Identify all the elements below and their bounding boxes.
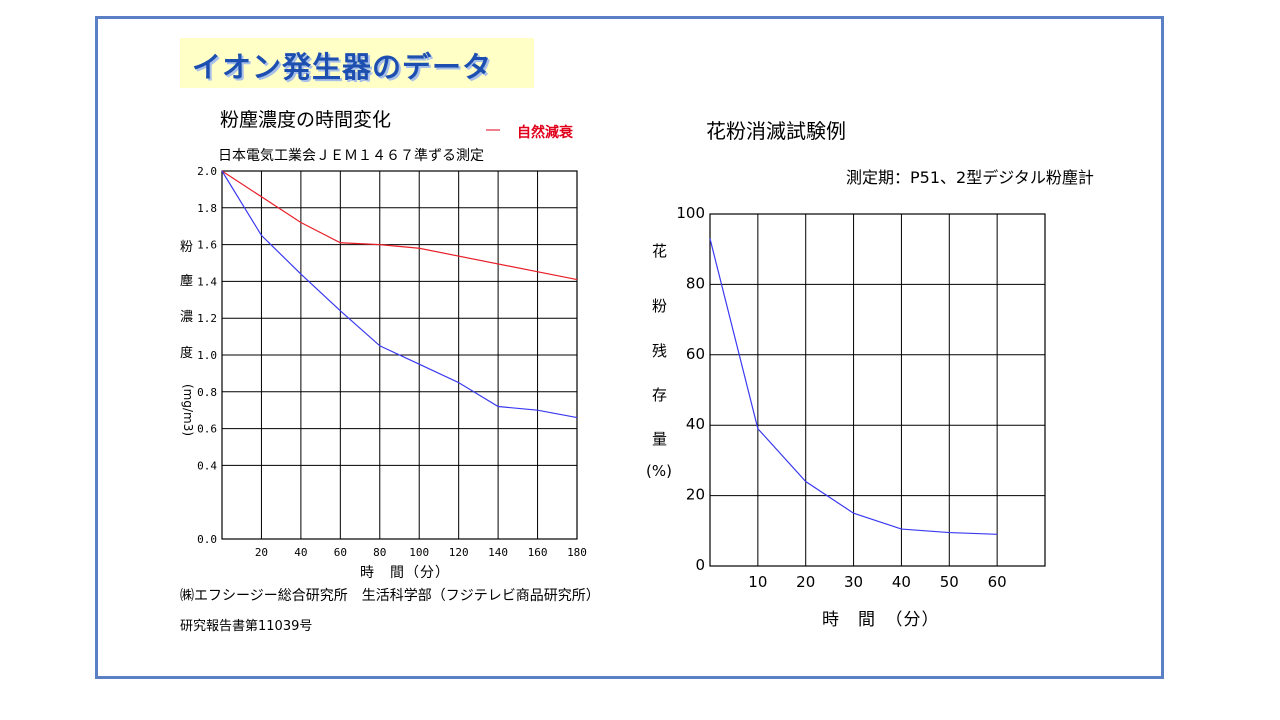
x-tick-label: 180 — [567, 546, 587, 559]
plot-area — [709, 213, 1046, 567]
y-tick-label: 0.4 — [197, 459, 217, 472]
plot-area — [221, 170, 578, 540]
y-tick-label: 0.0 — [197, 533, 217, 546]
x-tick-label: 120 — [449, 546, 469, 559]
title-box: イオン発生器のデータ — [180, 38, 534, 88]
right-ylabel-char: 花 — [652, 242, 668, 260]
x-tick-label: 60 — [334, 546, 347, 559]
x-tick-label: 50 — [940, 573, 959, 591]
left-ylabel-char: 塵 — [180, 274, 194, 289]
x-tick-label: 80 — [373, 546, 386, 559]
left-ylabel-char: 度 — [180, 346, 194, 361]
y-tick-label: 0.8 — [197, 386, 217, 399]
right-ylabel-char: 粉 — [652, 297, 668, 315]
left-chart-title: 粉塵濃度の時間変化 — [220, 109, 392, 131]
x-tick-label: 40 — [294, 546, 307, 559]
x-tick-label: 30 — [844, 573, 863, 591]
y-tick-label: 60 — [686, 345, 705, 363]
y-tick-label: 2.0 — [197, 165, 217, 178]
y-tick-label: 40 — [686, 415, 705, 433]
x-tick-label: 40 — [892, 573, 911, 591]
source-line-2: 研究報告書第11039号 — [180, 619, 313, 634]
x-tick-label: 20 — [255, 546, 268, 559]
legend-label: 自然減衰 — [517, 125, 573, 141]
page-title: イオン発生器のデータ — [192, 50, 493, 84]
left-chart-subtitle: 日本電気工業会ＪＥＭ１４６７準ずる測定 — [218, 148, 484, 164]
right-ylabel-unit: (%) — [646, 462, 672, 480]
y-tick-label: 1.2 — [197, 312, 217, 325]
x-tick-label: 60 — [988, 573, 1007, 591]
y-tick-label: 1.0 — [197, 349, 217, 362]
x-tick-label: 20 — [796, 573, 815, 591]
legend-swatch: ― — [486, 122, 500, 138]
right-ylabel-char: 量 — [652, 430, 668, 448]
x-tick-label: 160 — [528, 546, 548, 559]
x-tick-label: 140 — [488, 546, 508, 559]
right-chart-note: 測定期：P51、2型デジタル粉塵計 — [846, 168, 1094, 187]
y-tick-label: 1.4 — [197, 275, 217, 288]
right-xlabel: 時 間 （分） — [822, 610, 940, 630]
x-tick-label: 10 — [748, 573, 767, 591]
series-line — [221, 170, 578, 281]
y-tick-label: 100 — [676, 204, 705, 222]
y-tick-label: 0.6 — [197, 423, 217, 436]
y-tick-label: 1.6 — [197, 239, 217, 252]
slide-frame — [95, 16, 1164, 679]
right-ylabel-char: 存 — [652, 386, 668, 404]
left-xlabel: 時 間（分） — [360, 565, 450, 581]
right-chart-title: 花粉消滅試験例 — [706, 119, 846, 143]
source-line-1: ㈱エフシージー総合研究所 生活科学部（フジテレビ商品研究所） — [180, 588, 600, 604]
y-tick-label: 80 — [686, 274, 705, 292]
x-tick-label: 100 — [409, 546, 429, 559]
series-line — [221, 170, 578, 419]
y-tick-label: 0 — [695, 556, 705, 574]
left-ylabel-char: 濃 — [180, 310, 194, 325]
left-ylabel-char: 粉 — [180, 240, 194, 255]
series-line — [709, 238, 998, 535]
y-tick-label: 1.8 — [197, 202, 217, 215]
y-tick-label: 20 — [686, 486, 705, 504]
right-ylabel-char: 残 — [652, 342, 668, 360]
